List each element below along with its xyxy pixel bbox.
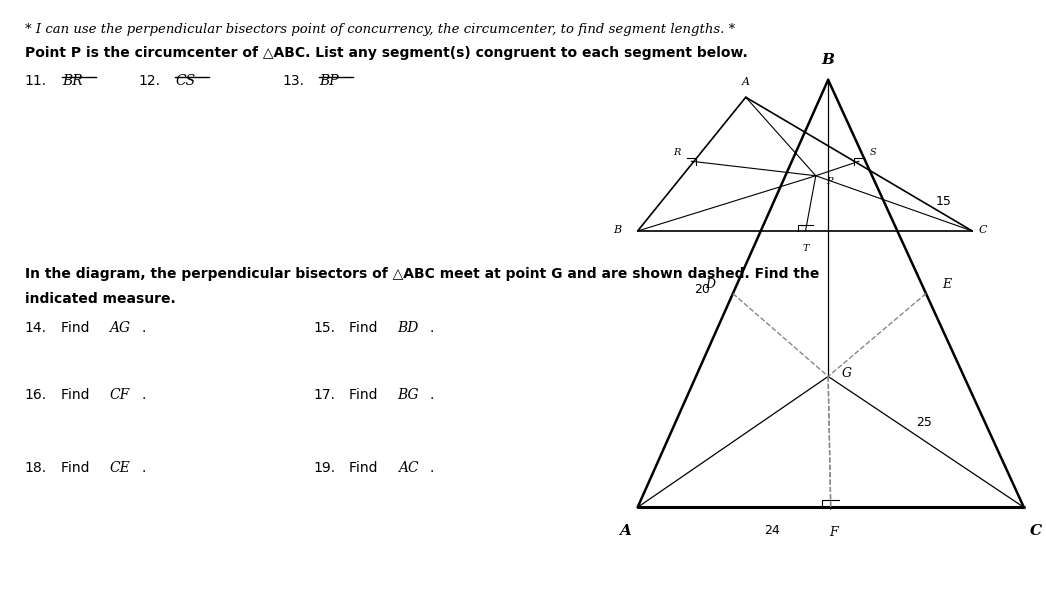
Text: BP: BP [319,74,339,88]
Text: CE: CE [109,461,130,475]
Text: CF: CF [109,388,130,402]
Text: 25: 25 [916,417,932,430]
Text: 12.: 12. [138,74,160,88]
Text: 20: 20 [695,283,710,296]
Text: .: . [430,388,434,402]
Text: .: . [430,321,434,335]
Text: 11.: 11. [25,74,47,88]
Text: Find: Find [61,321,94,335]
Text: G: G [842,367,851,380]
Text: B: B [613,225,621,235]
Text: 14.: 14. [25,321,47,335]
Text: Find: Find [61,388,94,402]
Text: AC: AC [397,461,418,475]
Text: .: . [430,461,434,475]
Text: S: S [869,148,876,156]
Text: T: T [802,244,809,253]
Text: CS: CS [175,74,196,88]
Text: 18.: 18. [25,461,47,475]
Text: P: P [826,177,833,186]
Text: A: A [742,77,750,87]
Text: .: . [141,388,145,402]
Text: indicated measure.: indicated measure. [25,292,176,306]
Text: C: C [978,225,987,235]
Text: 16.: 16. [25,388,47,402]
Text: .: . [141,321,145,335]
Text: BG: BG [397,388,419,402]
Text: .: . [141,461,145,475]
Text: * I can use the perpendicular bisectors point of concurrency, the circumcenter, : * I can use the perpendicular bisectors … [25,23,735,36]
Text: Find: Find [349,388,382,402]
Text: A: A [619,523,631,537]
Text: E: E [942,278,951,291]
Text: C: C [1030,523,1042,537]
Text: 15.: 15. [313,321,335,335]
Text: In the diagram, the perpendicular bisectors of △ABC meet at point G and are show: In the diagram, the perpendicular bisect… [25,267,819,281]
Text: F: F [829,526,838,539]
Text: Point P is the circumcenter of △ABC. List any segment(s) congruent to each segme: Point P is the circumcenter of △ABC. Lis… [25,46,748,60]
Text: Find: Find [349,321,382,335]
Text: BR: BR [62,74,83,88]
Text: Find: Find [349,461,382,475]
Text: BD: BD [397,321,419,335]
Text: D: D [705,278,715,291]
Text: 19.: 19. [313,461,336,475]
Text: 13.: 13. [282,74,304,88]
Text: 17.: 17. [313,388,335,402]
Text: B: B [822,53,835,67]
Text: AG: AG [109,321,131,335]
Text: Find: Find [61,461,94,475]
Text: 15: 15 [935,195,952,208]
Text: 24: 24 [764,524,779,537]
Text: R: R [674,148,681,156]
